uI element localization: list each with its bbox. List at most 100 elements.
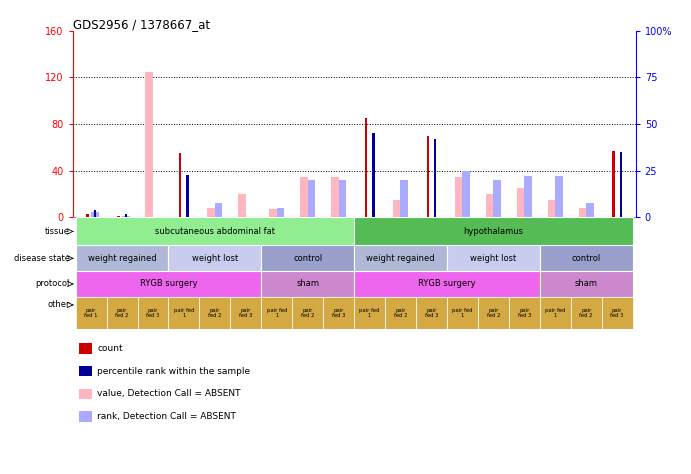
- Bar: [434, 139, 437, 218]
- Bar: [75, 218, 354, 246]
- Text: pair
fed 2: pair fed 2: [301, 308, 314, 319]
- Bar: [86, 214, 88, 218]
- Text: control: control: [293, 254, 322, 263]
- Bar: [455, 177, 462, 218]
- Bar: [447, 246, 540, 271]
- Text: hypothalamus: hypothalamus: [464, 227, 523, 236]
- Bar: [169, 246, 261, 271]
- Bar: [365, 118, 367, 218]
- Text: weight regained: weight regained: [366, 254, 435, 263]
- Bar: [486, 194, 493, 218]
- Bar: [138, 297, 169, 329]
- Text: tissue: tissue: [45, 227, 70, 236]
- Bar: [612, 151, 615, 218]
- Text: subcutaneous abdominal fat: subcutaneous abdominal fat: [155, 227, 275, 236]
- Bar: [93, 210, 96, 218]
- Text: disease state: disease state: [14, 254, 70, 263]
- Bar: [509, 297, 540, 329]
- Bar: [75, 297, 106, 329]
- Bar: [478, 297, 509, 329]
- Bar: [261, 246, 354, 271]
- Bar: [571, 297, 602, 329]
- Text: percentile rank within the sample: percentile rank within the sample: [97, 367, 251, 375]
- Bar: [620, 152, 622, 218]
- Bar: [462, 171, 470, 218]
- Text: pair fed
1: pair fed 1: [545, 308, 565, 319]
- Text: RYGB surgery: RYGB surgery: [418, 280, 476, 289]
- Text: pair
fed 3: pair fed 3: [332, 308, 346, 319]
- Bar: [555, 176, 563, 218]
- Text: pair
fed 3: pair fed 3: [610, 308, 624, 319]
- Text: protocol: protocol: [35, 280, 70, 289]
- Bar: [75, 246, 169, 271]
- Text: pair fed
1: pair fed 1: [359, 308, 380, 319]
- Text: pair
fed 3: pair fed 3: [146, 308, 160, 319]
- Bar: [307, 180, 315, 218]
- Bar: [261, 297, 292, 329]
- Bar: [238, 194, 246, 218]
- Bar: [354, 246, 447, 271]
- Text: pair
fed 3: pair fed 3: [425, 308, 438, 319]
- Bar: [230, 297, 261, 329]
- Bar: [426, 136, 429, 218]
- Bar: [117, 216, 120, 218]
- Text: weight lost: weight lost: [192, 254, 238, 263]
- Bar: [540, 271, 633, 297]
- Bar: [524, 176, 532, 218]
- Bar: [169, 297, 200, 329]
- Bar: [354, 271, 540, 297]
- Bar: [416, 297, 447, 329]
- Bar: [400, 180, 408, 218]
- Bar: [385, 297, 416, 329]
- Bar: [578, 208, 587, 218]
- Text: pair
fed 3: pair fed 3: [239, 308, 252, 319]
- Bar: [179, 153, 182, 218]
- Bar: [517, 188, 524, 218]
- Bar: [122, 216, 130, 218]
- Text: RYGB surgery: RYGB surgery: [140, 280, 198, 289]
- Bar: [354, 218, 633, 246]
- Bar: [602, 297, 633, 329]
- Text: pair
fed 2: pair fed 2: [208, 308, 222, 319]
- Text: pair
fed 2: pair fed 2: [115, 308, 129, 319]
- Bar: [200, 297, 230, 329]
- Text: sham: sham: [575, 280, 598, 289]
- Text: count: count: [97, 344, 123, 353]
- Text: pair fed
1: pair fed 1: [173, 308, 194, 319]
- Text: weight regained: weight regained: [88, 254, 156, 263]
- Text: other: other: [47, 301, 70, 310]
- Bar: [493, 180, 501, 218]
- Text: pair
fed 2: pair fed 2: [580, 308, 593, 319]
- Bar: [145, 72, 153, 218]
- Text: sham: sham: [296, 280, 319, 289]
- Bar: [215, 202, 223, 218]
- Bar: [300, 177, 308, 218]
- Bar: [124, 214, 127, 218]
- Bar: [91, 212, 99, 218]
- Bar: [354, 297, 385, 329]
- Bar: [540, 246, 633, 271]
- Text: value, Detection Call = ABSENT: value, Detection Call = ABSENT: [97, 390, 241, 398]
- Bar: [75, 271, 261, 297]
- Bar: [323, 297, 354, 329]
- Bar: [187, 174, 189, 218]
- Bar: [276, 208, 285, 218]
- Text: weight lost: weight lost: [471, 254, 516, 263]
- Bar: [586, 202, 594, 218]
- Text: pair fed
1: pair fed 1: [267, 308, 287, 319]
- Bar: [548, 200, 556, 218]
- Bar: [207, 208, 215, 218]
- Text: pair fed
1: pair fed 1: [452, 308, 473, 319]
- Bar: [393, 200, 401, 218]
- Text: pair
fed 3: pair fed 3: [518, 308, 531, 319]
- Text: GDS2956 / 1378667_at: GDS2956 / 1378667_at: [73, 18, 209, 31]
- Text: pair
fed 2: pair fed 2: [394, 308, 407, 319]
- Bar: [261, 271, 354, 297]
- Text: pair
fed 2: pair fed 2: [486, 308, 500, 319]
- Bar: [106, 297, 138, 329]
- Bar: [331, 177, 339, 218]
- Bar: [447, 297, 478, 329]
- Bar: [540, 297, 571, 329]
- Bar: [269, 210, 277, 218]
- Text: control: control: [571, 254, 601, 263]
